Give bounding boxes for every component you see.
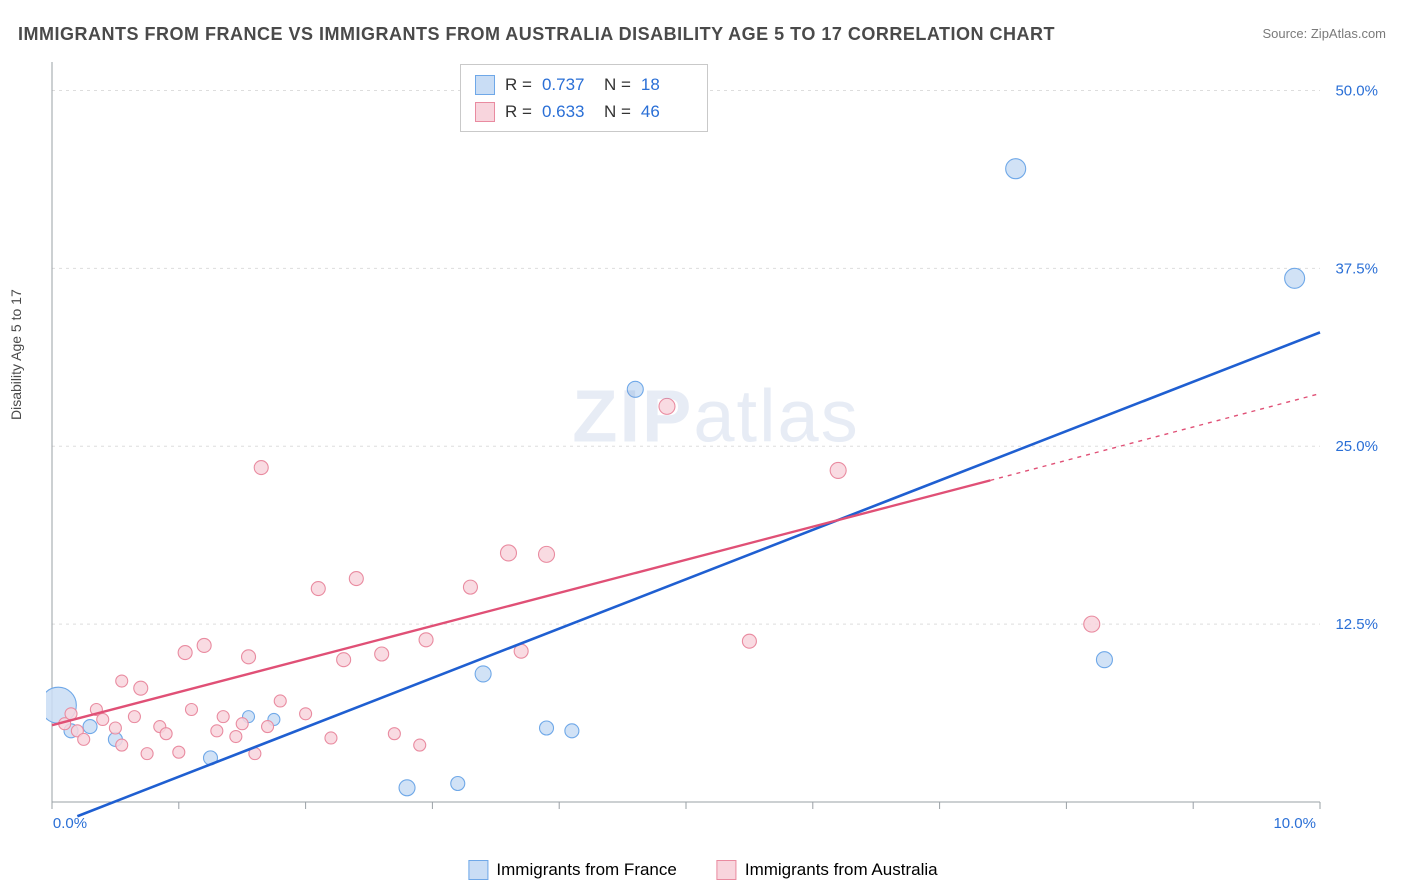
svg-text:0.0%: 0.0%: [53, 815, 87, 832]
stats-legend-row: R = 0.737 N = 18: [475, 71, 693, 98]
legend-swatch: [717, 860, 737, 880]
plot-area: 12.5%25.0%37.5%50.0%0.0%10.0% ZIPatlas: [46, 62, 1386, 832]
r-value: 0.737: [542, 71, 594, 98]
svg-text:25.0%: 25.0%: [1335, 438, 1378, 455]
scatter-plot-svg: 12.5% 25.0% 37.5% 50.0% 0.0% 10.0%: [46, 62, 1386, 832]
n-label: N =: [604, 98, 631, 125]
legend-swatch: [468, 860, 488, 880]
y-axis-label: Disability Age 5 to 17: [8, 289, 24, 420]
stats-legend: R = 0.737 N = 18 R = 0.633 N = 46: [460, 64, 708, 132]
source-attribution: Source: ZipAtlas.com: [1262, 26, 1386, 41]
legend-swatch: [475, 102, 495, 122]
n-value: 46: [641, 98, 693, 125]
chart-title: IMMIGRANTS FROM FRANCE VS IMMIGRANTS FRO…: [18, 24, 1055, 45]
series-legend: Immigrants from France Immigrants from Au…: [468, 860, 937, 880]
svg-text:10.0%: 10.0%: [1273, 815, 1316, 832]
series-legend-item: Immigrants from France: [468, 860, 676, 880]
correlation-chart: IMMIGRANTS FROM FRANCE VS IMMIGRANTS FRO…: [0, 0, 1406, 892]
legend-swatch: [475, 75, 495, 95]
stats-legend-row: R = 0.633 N = 46: [475, 98, 693, 125]
r-label: R =: [505, 98, 532, 125]
r-label: R =: [505, 71, 532, 98]
n-label: N =: [604, 71, 631, 98]
svg-text:12.5%: 12.5%: [1335, 616, 1378, 633]
svg-text:37.5%: 37.5%: [1335, 260, 1378, 277]
series-legend-label: Immigrants from Australia: [745, 860, 938, 880]
series-legend-item: Immigrants from Australia: [717, 860, 938, 880]
series-legend-label: Immigrants from France: [496, 860, 676, 880]
r-value: 0.633: [542, 98, 594, 125]
svg-text:50.0%: 50.0%: [1335, 82, 1378, 99]
n-value: 18: [641, 71, 693, 98]
